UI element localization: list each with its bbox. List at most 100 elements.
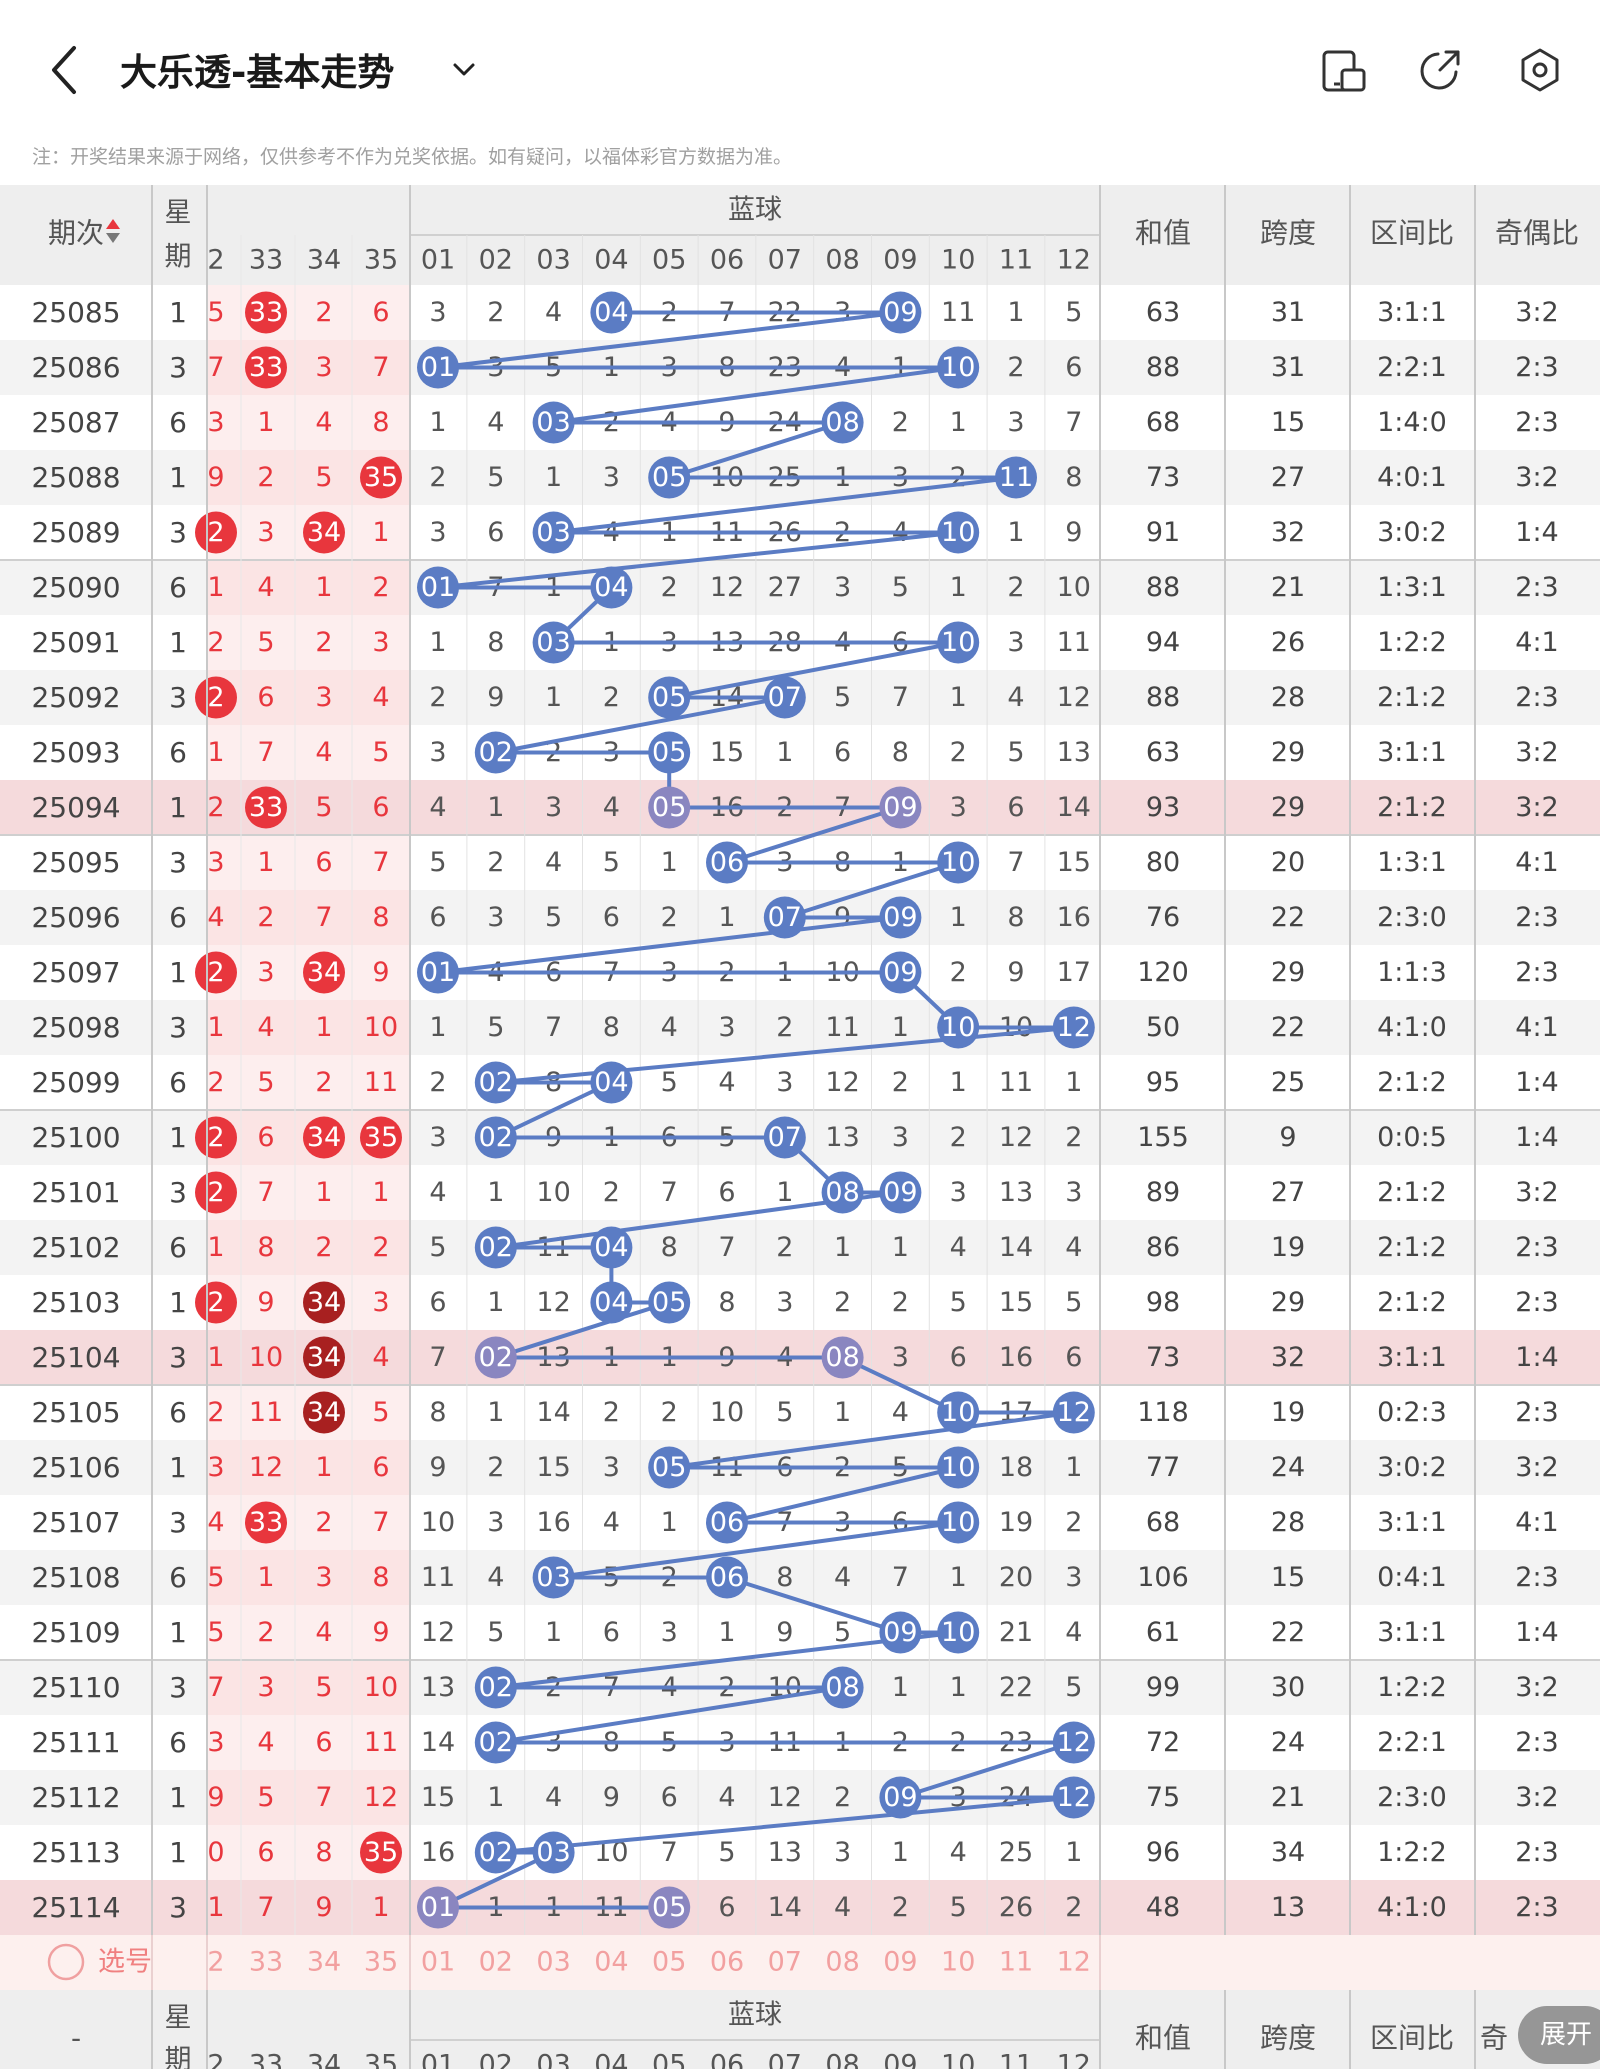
blue-miss-cell: 5 bbox=[950, 1287, 967, 1318]
page-title[interactable]: 大乐透-基本走势 bbox=[120, 51, 395, 94]
period-cell: 25088 bbox=[31, 461, 120, 494]
blue-ball bbox=[879, 896, 922, 939]
table-row[interactable]: 25093 6 1 7 4 5 63 29 3:1:1 3:2 bbox=[0, 725, 1600, 780]
stat-cell: 4:1 bbox=[1515, 1507, 1558, 1538]
column-header-red-2: 2 bbox=[207, 245, 224, 276]
stat-cell: 21 bbox=[1271, 572, 1305, 603]
stat-cell: 2:3:0 bbox=[1377, 1782, 1447, 1813]
select-blue-07[interactable]: 07 bbox=[768, 1947, 802, 1978]
select-blue-02[interactable]: 02 bbox=[479, 1947, 513, 1978]
blue-miss-cell: 12 bbox=[421, 1617, 455, 1648]
select-blue-08[interactable]: 08 bbox=[825, 1947, 859, 1978]
red-miss-cell: 6 bbox=[315, 847, 332, 878]
red-miss-cell: 4 bbox=[257, 1012, 274, 1043]
table-row[interactable]: 25092 3 2 6 3 4 88 28 2:1:2 2:3 bbox=[0, 670, 1600, 725]
phone-layout-icon[interactable] bbox=[1320, 46, 1368, 94]
select-blue-06[interactable]: 06 bbox=[710, 1947, 744, 1978]
blue-ball bbox=[474, 1721, 517, 1764]
select-blue-04[interactable]: 04 bbox=[594, 1947, 628, 1978]
blue-miss-cell: 6 bbox=[603, 902, 620, 933]
table-row[interactable]: 25101 3 2 7 1 1 89 27 2:1:2 3:2 bbox=[0, 1165, 1600, 1220]
weekday-cell: 1 bbox=[169, 1836, 187, 1869]
select-red-2[interactable]: 2 bbox=[207, 1947, 224, 1978]
table-row[interactable]: 25090 6 1 4 1 2 88 21 1:3:1 2:3 bbox=[0, 559, 1600, 615]
expand-button[interactable]: 展开 bbox=[1518, 2006, 1600, 2064]
blue-miss-cell: 3 bbox=[1065, 1177, 1082, 1208]
stat-cell: 72 bbox=[1146, 1727, 1180, 1758]
period-cell: 25111 bbox=[31, 1726, 120, 1759]
table-row[interactable]: 25112 1 9 5 7 12 75 21 2:3:0 3:2 bbox=[0, 1770, 1600, 1825]
red-miss-cell: 6 bbox=[372, 297, 389, 328]
trend-line bbox=[437, 530, 959, 590]
select-blue-03[interactable]: 03 bbox=[536, 1947, 570, 1978]
red-ball bbox=[245, 291, 287, 334]
table-row[interactable]: 25114 3 1 7 9 1 48 13 4:1:0 2:3 bbox=[0, 1880, 1600, 1935]
share-icon[interactable] bbox=[1416, 46, 1464, 94]
blue-miss-cell: 2 bbox=[661, 1397, 678, 1428]
red-ball bbox=[245, 1501, 287, 1544]
blue-miss-cell: 7 bbox=[661, 1837, 678, 1868]
blue-miss-cell: 3 bbox=[545, 792, 562, 823]
table-row[interactable]: 25098 3 1 4 1 10 50 22 4:1:0 4:1 bbox=[0, 1000, 1600, 1055]
stat-cell: 88 bbox=[1146, 682, 1180, 713]
blue-ball-number: 04 bbox=[594, 1067, 628, 1098]
select-blue-05[interactable]: 05 bbox=[652, 1947, 686, 1978]
blue-miss-cell: 14 bbox=[768, 1892, 802, 1923]
blue-miss-cell: 17 bbox=[1057, 957, 1091, 988]
red-ball bbox=[360, 1831, 402, 1874]
select-radio-icon[interactable] bbox=[47, 1943, 85, 1981]
table-row[interactable]: 25108 6 5 1 3 8 106 15 0:4:1 2:3 bbox=[0, 1550, 1600, 1605]
settings-hex-icon[interactable] bbox=[1516, 46, 1564, 94]
table-row[interactable]: 25105 6 2 11 34 5 118 19 0:2:3 2:3 bbox=[0, 1384, 1600, 1440]
table-row[interactable]: 25113 1 0 6 8 35 96 34 1:2:2 2:3 bbox=[0, 1825, 1600, 1880]
stat-cell: 32 bbox=[1271, 517, 1305, 548]
table-row[interactable]: 25102 6 1 8 2 2 86 19 2:1:2 2:3 bbox=[0, 1220, 1600, 1275]
weekday-cell: 1 bbox=[169, 461, 187, 494]
sort-arrows-icon[interactable] bbox=[106, 219, 120, 243]
blue-miss-cell: 1 bbox=[429, 407, 446, 438]
sort-down-icon bbox=[106, 233, 120, 243]
weekday-cell: 6 bbox=[169, 1066, 187, 1099]
blue-miss-cell: 4 bbox=[487, 1562, 504, 1593]
red-miss-cell: 4 bbox=[372, 682, 389, 713]
trend-line bbox=[726, 1465, 959, 1525]
red-miss-cell: 4 bbox=[207, 1507, 224, 1538]
chevron-left-icon[interactable] bbox=[40, 40, 90, 100]
blue-miss-cell: 1 bbox=[661, 847, 678, 878]
stat-cell: 61 bbox=[1146, 1617, 1180, 1648]
red-ball-number: 33 bbox=[249, 352, 283, 383]
blue-ball-number: 05 bbox=[652, 737, 686, 768]
red-miss-cell: 3 bbox=[207, 1727, 224, 1758]
blue-ball bbox=[532, 621, 575, 664]
table-row[interactable]: 25091 1 2 5 2 3 94 26 1:2:2 4:1 bbox=[0, 615, 1600, 670]
blue-miss-cell: 6 bbox=[718, 1892, 735, 1923]
chevron-down-icon[interactable] bbox=[450, 56, 478, 84]
stat-cell: 3:2 bbox=[1515, 737, 1558, 768]
blue-miss-cell: 1 bbox=[718, 902, 735, 933]
blue-ball-number: 10 bbox=[941, 1012, 975, 1043]
select-red-33[interactable]: 33 bbox=[249, 1947, 283, 1978]
select-blue-09[interactable]: 09 bbox=[883, 1947, 917, 1978]
blue-miss-cell: 1 bbox=[834, 1397, 851, 1428]
red-miss-cell: 5 bbox=[207, 1562, 224, 1593]
period-cell: 25094 bbox=[31, 791, 120, 824]
table-row[interactable]: 25100 1 2 6 34 35 155 9 0:0:5 1:4 bbox=[0, 1109, 1600, 1165]
stat-cell: 2:3 bbox=[1515, 1232, 1558, 1263]
select-blue-12[interactable]: 12 bbox=[1057, 1947, 1091, 1978]
blue-miss-cell: 14 bbox=[999, 1232, 1033, 1263]
blue-ball-number: 09 bbox=[883, 902, 917, 933]
select-blue-01[interactable]: 01 bbox=[421, 1947, 455, 1978]
table-row[interactable]: 25103 1 2 9 34 3 98 29 2:1:2 2:3 bbox=[0, 1275, 1600, 1330]
blue-miss-cell: 1 bbox=[718, 1617, 735, 1648]
select-blue-10[interactable]: 10 bbox=[941, 1947, 975, 1978]
blue-miss-cell: 6 bbox=[429, 902, 446, 933]
column-header-period[interactable]: 期次 bbox=[48, 217, 104, 250]
blue-ball bbox=[648, 1446, 691, 1489]
select-blue-11[interactable]: 11 bbox=[999, 1947, 1033, 1978]
red-miss-cell: 11 bbox=[364, 1067, 398, 1098]
select-row[interactable]: 选号 2 33 34 35 01 02 03 04 05 06 07 08 09 10 11 12 bbox=[0, 1935, 1600, 1990]
select-red-35[interactable]: 35 bbox=[364, 1947, 398, 1978]
table-row[interactable]: 25099 6 2 5 2 11 95 25 2:1:2 1:4 bbox=[0, 1055, 1600, 1110]
stat-cell: 4:1 bbox=[1515, 847, 1558, 878]
select-red-34[interactable]: 34 bbox=[307, 1947, 341, 1978]
